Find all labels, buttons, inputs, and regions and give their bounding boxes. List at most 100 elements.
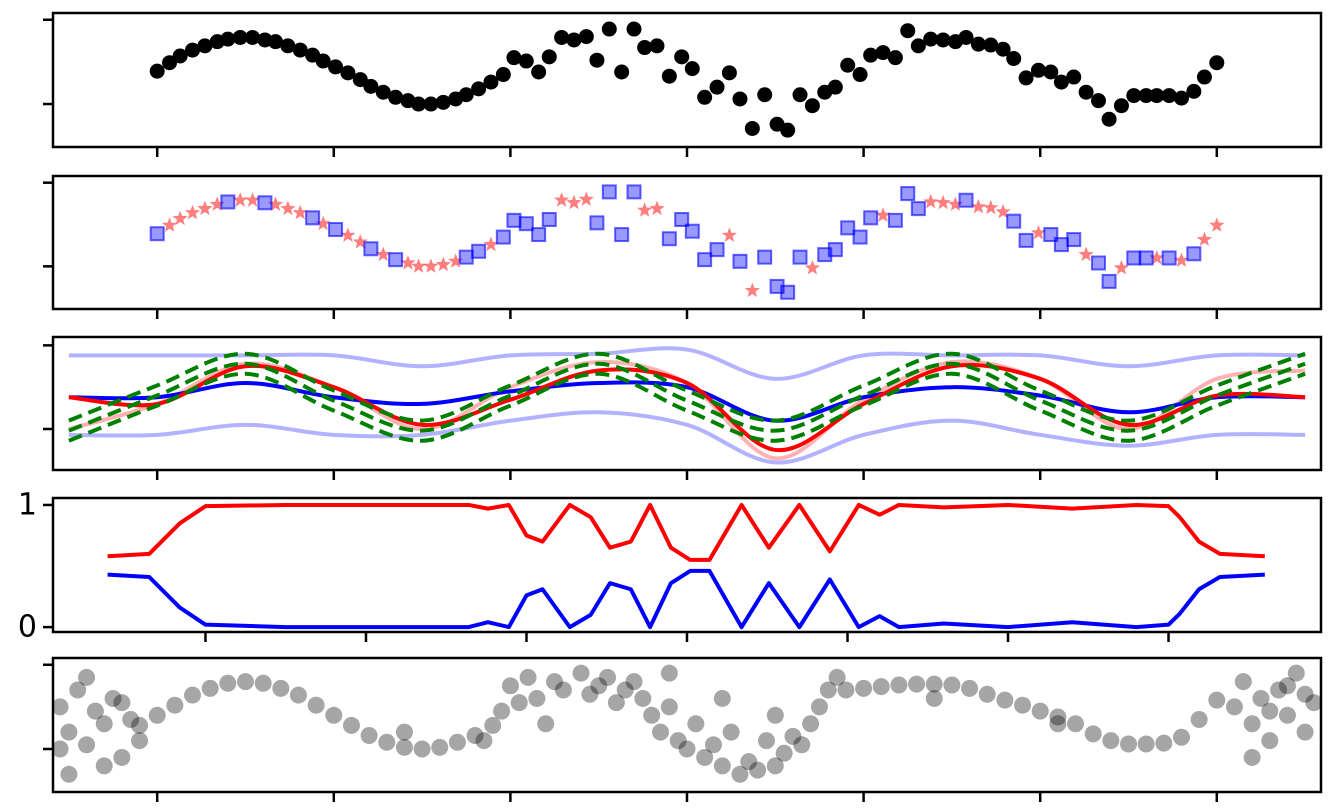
point — [684, 61, 700, 77]
square-marker — [458, 249, 474, 265]
point — [1209, 55, 1225, 71]
point — [908, 675, 926, 693]
series-line — [68, 380, 1306, 423]
point — [395, 723, 413, 741]
point — [340, 65, 356, 81]
point — [709, 79, 725, 95]
point — [185, 42, 201, 58]
point — [775, 744, 793, 762]
square-marker — [684, 223, 700, 239]
point — [1208, 691, 1226, 709]
star-marker — [804, 260, 820, 275]
point — [1138, 88, 1154, 104]
point — [780, 122, 796, 138]
point — [837, 681, 855, 699]
point — [713, 757, 731, 775]
point — [1102, 732, 1120, 750]
star-marker — [280, 200, 296, 216]
star-marker — [232, 192, 248, 207]
square-marker — [732, 253, 748, 269]
square-marker — [305, 210, 321, 226]
point — [1149, 88, 1165, 104]
point — [78, 668, 96, 686]
point — [1296, 685, 1314, 703]
star-marker — [970, 198, 986, 214]
point — [113, 748, 131, 766]
point — [483, 74, 499, 90]
point — [1225, 698, 1243, 716]
square-marker — [1053, 237, 1069, 253]
panel — [68, 346, 1306, 465]
point — [674, 49, 690, 65]
point — [625, 673, 643, 691]
point — [722, 723, 740, 741]
star-marker — [875, 207, 891, 222]
point — [766, 757, 784, 775]
point — [531, 64, 547, 80]
point — [995, 41, 1011, 57]
point — [1113, 98, 1129, 114]
axes-frame — [51, 11, 1323, 149]
square-marker — [1126, 250, 1142, 266]
point — [1278, 706, 1296, 724]
square-marker — [863, 210, 879, 226]
point — [95, 757, 113, 775]
star-marker — [744, 282, 760, 298]
point — [104, 689, 122, 707]
point — [1243, 715, 1261, 733]
square-marker — [626, 184, 642, 200]
point — [696, 748, 714, 766]
point — [1030, 62, 1046, 78]
series-line — [68, 410, 1306, 465]
point — [546, 673, 564, 691]
point — [660, 664, 678, 682]
star-marker — [184, 204, 201, 220]
square-marker — [958, 192, 974, 208]
square-marker — [506, 212, 522, 228]
point — [197, 38, 213, 54]
star-marker — [637, 202, 653, 217]
point — [732, 91, 748, 107]
point — [601, 21, 617, 37]
point — [766, 706, 784, 724]
point — [875, 45, 891, 61]
point — [863, 47, 879, 63]
point — [113, 694, 131, 712]
star-marker — [448, 253, 464, 268]
point — [388, 89, 404, 105]
square-marker — [674, 211, 690, 227]
square-marker — [614, 227, 630, 243]
square-marker — [910, 201, 926, 217]
star-marker — [352, 234, 368, 249]
point — [1078, 84, 1094, 100]
point — [925, 689, 943, 707]
point — [740, 753, 758, 771]
point — [1090, 93, 1106, 109]
point — [554, 681, 572, 699]
point — [589, 52, 605, 68]
point — [325, 706, 343, 724]
point — [935, 32, 951, 48]
point — [910, 38, 926, 54]
star-marker — [721, 227, 737, 242]
point — [970, 36, 986, 52]
point — [978, 685, 996, 703]
point — [1270, 681, 1288, 699]
square-marker — [887, 212, 903, 228]
point — [537, 715, 555, 733]
star-marker — [1173, 252, 1190, 267]
square-marker — [1006, 213, 1022, 229]
star-marker — [161, 217, 178, 232]
point — [1287, 664, 1305, 682]
star-marker — [566, 194, 582, 210]
point — [411, 96, 427, 112]
star-marker — [1113, 260, 1129, 275]
star-marker — [1078, 246, 1094, 262]
point — [471, 81, 487, 97]
square-marker — [220, 194, 236, 210]
star-marker — [649, 200, 665, 216]
star-marker — [923, 193, 939, 209]
square-marker — [1138, 250, 1154, 266]
square-marker — [1186, 246, 1202, 262]
star-marker — [1030, 224, 1046, 240]
